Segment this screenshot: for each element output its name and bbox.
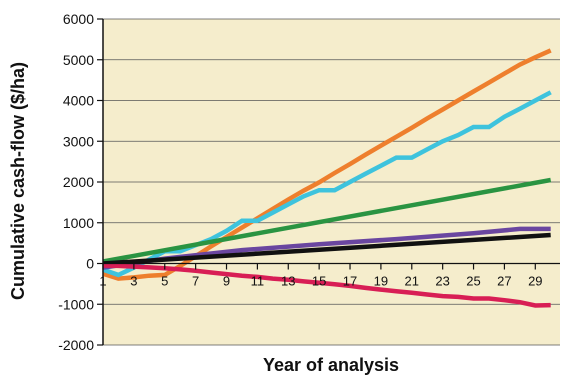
x-tick-labels: 1 3 5 7 9 11 13 15 17 19 21 23 25 27 29 bbox=[99, 274, 542, 289]
x-tick-label: 15 bbox=[312, 274, 326, 289]
x-tick-label: 13 bbox=[281, 274, 295, 289]
y-tick-label: 0 bbox=[86, 256, 94, 272]
x-tick-label: 23 bbox=[435, 274, 449, 289]
x-axis-title: Year of analysis bbox=[263, 355, 399, 375]
y-tick-labels: -2000 -1000 0 1000 2000 3000 4000 5000 6000 bbox=[58, 11, 94, 353]
x-tick-label: 19 bbox=[374, 274, 388, 289]
x-tick-label: 9 bbox=[223, 274, 230, 289]
x-tick-label: 3 bbox=[130, 274, 137, 289]
y-tick-label: 6000 bbox=[63, 11, 94, 27]
x-tick-label: 25 bbox=[466, 274, 480, 289]
series-layer bbox=[102, 48, 552, 308]
y-tick-label: 2000 bbox=[63, 174, 94, 190]
x-tick-label: 7 bbox=[192, 274, 199, 289]
series-line-6 bbox=[102, 263, 551, 308]
series-line-5 bbox=[102, 232, 551, 266]
x-tick-label: 29 bbox=[528, 274, 542, 289]
y-tick-label: -2000 bbox=[58, 337, 94, 353]
y-tick-label: -1000 bbox=[58, 296, 94, 312]
x-tick-label: 27 bbox=[497, 274, 511, 289]
y-tick-label: 1000 bbox=[63, 215, 94, 231]
x-tick-label: 11 bbox=[251, 274, 265, 289]
x-tick-label: 17 bbox=[343, 274, 357, 289]
x-tick-label: 5 bbox=[161, 274, 168, 289]
x-tick-label: 1 bbox=[99, 274, 106, 289]
x-tick-label: 21 bbox=[405, 274, 419, 289]
y-axis-title: Cumulative cash-flow ($/ha) bbox=[8, 62, 28, 300]
y-tick-label: 3000 bbox=[63, 133, 94, 149]
axis-layer bbox=[97, 18, 560, 346]
y-tick-label: 4000 bbox=[63, 93, 94, 109]
series-line-3 bbox=[102, 177, 552, 264]
y-tick-label: 5000 bbox=[63, 52, 94, 68]
series-line-2 bbox=[102, 90, 552, 278]
